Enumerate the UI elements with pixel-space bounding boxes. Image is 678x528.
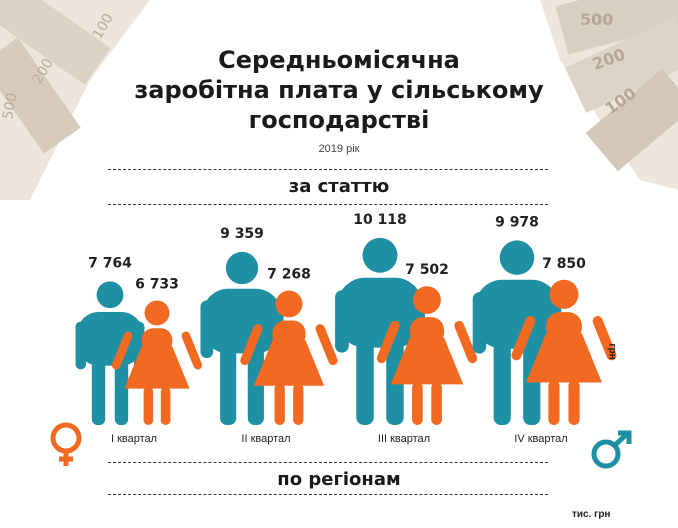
female-figure-q3 [376, 286, 478, 425]
male-figure-q4 [472, 240, 562, 425]
svg-text:500: 500 [580, 10, 613, 29]
male-figure-q2 [200, 251, 284, 425]
svg-text:500: 500 [0, 92, 20, 121]
female-value-label-q4: 7 850 [542, 256, 586, 272]
units-vertical-label: грн [606, 343, 618, 360]
units-bottom-label: тис. грн [572, 509, 611, 520]
male-symbol-icon [591, 430, 632, 469]
female-figure-q1 [111, 300, 203, 425]
title-line-3: господарстві [248, 106, 430, 134]
category-label-q3: ІІІ квартал [378, 433, 430, 445]
male-value-label-q1: 7 764 [88, 255, 132, 271]
banknotes-left-decoration: 100 200 500 [0, 0, 150, 200]
divider-bottom-2 [108, 494, 548, 495]
divider-bottom-1 [108, 462, 548, 463]
female-figure-q4 [511, 279, 617, 425]
male-figure-q3 [335, 237, 425, 425]
title-line-2: заробітна плата у сільському [134, 76, 544, 104]
male-value-label-q2: 9 359 [220, 226, 264, 242]
section-gender-label: за статтю [288, 176, 390, 197]
category-label-q4: IV квартал [514, 433, 567, 445]
title-line-1: Середньомісячна [218, 46, 460, 74]
female-figure-q2 [240, 290, 338, 425]
female-value-label-q3: 7 502 [405, 262, 449, 278]
category-label-q1: І квартал [111, 433, 157, 445]
chart-title: Середньомісячна заробітна плата у сільсь… [0, 45, 678, 135]
female-symbol-icon [50, 422, 82, 466]
divider-top-1 [108, 169, 548, 170]
section-regions-label: по регіонам [277, 469, 401, 490]
female-value-label-q1: 6 733 [135, 276, 179, 292]
female-value-label-q2: 7 268 [267, 267, 311, 283]
male-value-label-q3: 10 118 [353, 212, 407, 228]
category-label-q2: ІІ квартал [241, 433, 290, 445]
divider-top-2 [108, 204, 548, 205]
male-value-label-q4: 9 978 [495, 214, 539, 230]
year-label: 2019 рік [318, 143, 360, 155]
male-figure-q1 [75, 281, 145, 425]
banknotes-right-decoration: 500 200 100 [540, 0, 678, 190]
